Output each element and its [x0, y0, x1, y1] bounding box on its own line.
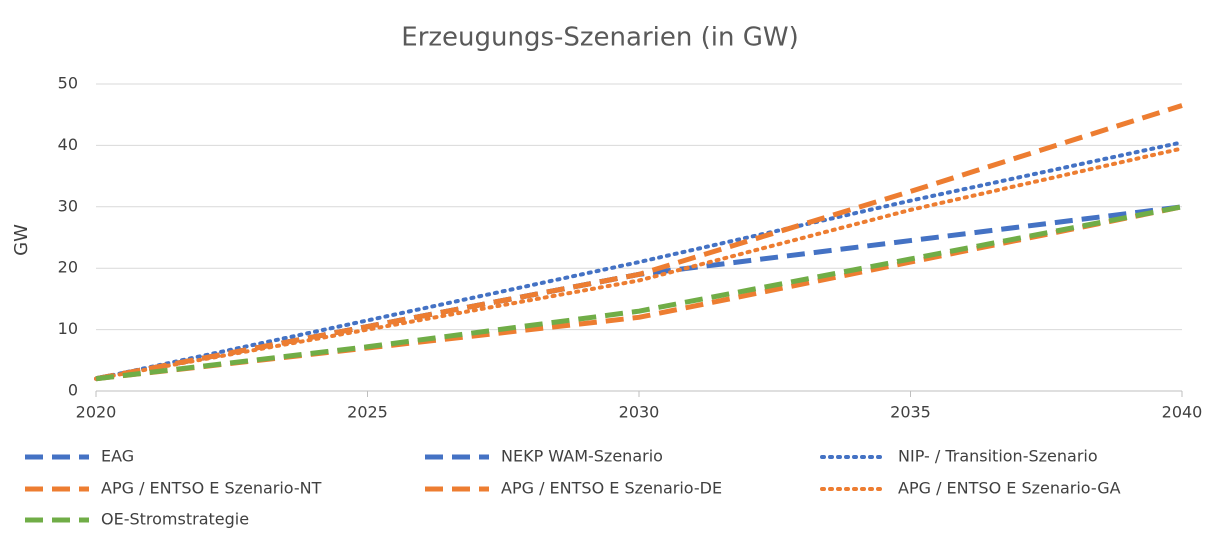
x-tick-label: 2040	[1162, 403, 1203, 422]
series-line	[95, 103, 1183, 382]
x-tick-label: 2025	[347, 403, 388, 422]
y-tick-label: 20	[58, 258, 78, 277]
y-tick-label: 50	[58, 74, 78, 93]
y-tick-label: 0	[68, 381, 78, 400]
legend-label: APG / ENTSO E Szenario-NT	[101, 479, 322, 498]
x-tick-label: 2020	[76, 403, 117, 422]
chart-title: Erzeugungs-Szenarien (in GW)	[401, 23, 798, 53]
y-tick-label: 10	[58, 319, 78, 338]
x-tick-label: 2030	[619, 403, 660, 422]
series-line	[95, 204, 1183, 382]
y-tick-label: 40	[58, 135, 78, 154]
legend-label: EAG	[101, 447, 134, 466]
legend-label: OE-Stromstrategie	[101, 510, 249, 529]
legend-label: APG / ENTSO E Szenario-DE	[501, 479, 722, 498]
y-tick-label: 30	[58, 196, 78, 215]
series-line	[94, 140, 1184, 381]
x-tick-label: 2035	[890, 403, 931, 422]
series-line	[95, 204, 1183, 382]
y-axis-label: GW	[11, 224, 32, 256]
series-line	[95, 204, 1183, 382]
legend-label: NEKP WAM-Szenario	[501, 447, 663, 466]
series-line	[94, 146, 1184, 381]
legend-label: APG / ENTSO E Szenario-GA	[898, 479, 1121, 498]
legend-label: NIP- / Transition-Szenario	[898, 447, 1098, 466]
